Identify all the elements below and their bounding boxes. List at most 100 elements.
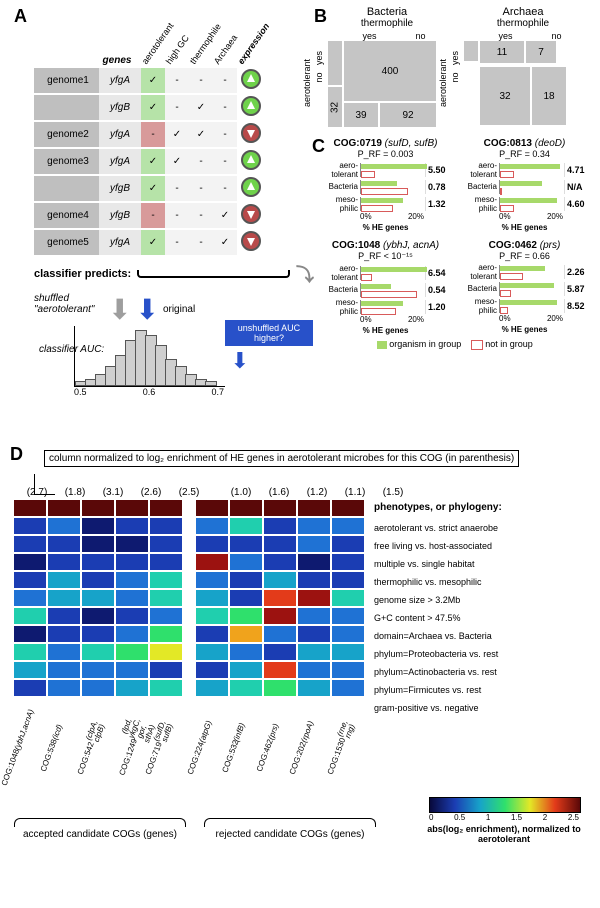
a-arrow-blue-icon: ⬇ xyxy=(135,293,158,326)
pb-title: Bacteria xyxy=(328,6,446,18)
c-axis-label: % HE genes xyxy=(320,223,451,232)
c-bar-value: 8.52 xyxy=(567,301,589,311)
heat-cell xyxy=(116,500,148,516)
a-thermo-cell: - xyxy=(189,148,213,175)
panel-d: column normalized to log₂ enrichment of … xyxy=(14,448,584,840)
pb-cell: 32 xyxy=(480,67,530,125)
c-bar-row: Bacteria N/A xyxy=(459,178,590,195)
c-bar-label: Bacteria xyxy=(320,182,358,191)
a-arch-cell: - xyxy=(213,121,237,148)
pb-block: Archaea thermophile yesno aerotolerant n… xyxy=(464,6,582,129)
d-rejected-label: rejected candidate COGs (genes) xyxy=(204,829,376,840)
expr-dn-icon xyxy=(241,123,261,143)
heat-cell xyxy=(116,608,148,624)
c-bar-out xyxy=(500,205,514,212)
a-genome-cell xyxy=(34,175,99,202)
heat-cell xyxy=(298,590,330,606)
pb-cell: 92 xyxy=(380,103,436,127)
heat-cell xyxy=(264,644,296,660)
heat-cell xyxy=(230,572,262,588)
d-heat-accepted xyxy=(14,500,182,716)
heat-cell xyxy=(14,662,46,678)
d-note-leader xyxy=(34,474,55,495)
c-xaxis: 0%20% xyxy=(360,315,424,324)
a-expr-cell xyxy=(237,121,265,148)
heat-col xyxy=(230,500,262,716)
heat-cell xyxy=(332,518,364,534)
a-classifier-line: classifier predicts: ⤵ xyxy=(34,261,314,287)
a-shuffled-text: shuffled "aerotolerant" xyxy=(34,293,104,326)
a-gc-cell: ✓ xyxy=(165,148,189,175)
a-auc-label: classifier AUC: xyxy=(39,344,104,355)
c-bar-area xyxy=(499,282,565,296)
d-enrich-val: (3.1) xyxy=(96,487,130,498)
c-bar-row: Bacteria 5.87 xyxy=(459,280,590,297)
pb-cell xyxy=(464,41,478,61)
a-thermo-cell: - xyxy=(189,202,213,229)
cog-box: COG:0813 (deoD) P_RF = 0.34 aero- tolera… xyxy=(459,138,590,232)
heat-cell xyxy=(116,662,148,678)
c-cog-p: P_RF < 10⁻¹⁵ xyxy=(320,251,451,262)
a-question-box: unshuffled AUC higher? xyxy=(225,320,313,346)
a-arrow-gray-icon: ⬇ xyxy=(108,293,131,326)
c-bar-area xyxy=(360,283,426,297)
c-bar-out xyxy=(361,291,417,298)
heat-col xyxy=(264,500,296,716)
heat-cell xyxy=(264,662,296,678)
heat-cell xyxy=(298,518,330,534)
pb-cell: 39 xyxy=(344,103,378,127)
heat-cell xyxy=(196,554,228,570)
heat-cell xyxy=(196,590,228,606)
heat-cell xyxy=(264,626,296,642)
heat-cell xyxy=(82,536,114,552)
heat-cell xyxy=(264,536,296,552)
c-bar-value: 0.54 xyxy=(428,285,450,295)
pb-cell: 32 xyxy=(328,87,342,127)
c-cog-title: COG:0719 (sufD, sufB) xyxy=(320,138,451,149)
c-bar-in xyxy=(500,198,557,203)
d-heat-wrap: phenotypes, or phylogeny: aerotolerant v… xyxy=(14,500,584,716)
a-genome-cell: genome1 xyxy=(34,67,99,94)
heat-cell xyxy=(48,608,80,624)
a-classifier-text: classifier predicts: xyxy=(34,268,131,280)
heat-cell xyxy=(48,662,80,678)
c-bar-in xyxy=(361,198,403,203)
c-bar-label: meso- philic xyxy=(320,298,358,316)
heat-cell xyxy=(230,590,262,606)
c-bar-label: aero- tolerant xyxy=(459,263,497,281)
heat-cell xyxy=(298,554,330,570)
c-cog-title: COG:0813 (deoD) xyxy=(459,138,590,149)
c-legend-out: not in group xyxy=(485,339,533,349)
pb-sub: thermophile xyxy=(464,18,582,29)
a-expr-cell xyxy=(237,175,265,202)
a-col-aero: aerotolerant xyxy=(140,41,162,66)
expr-up-icon xyxy=(241,150,261,170)
expr-up-icon xyxy=(241,69,261,89)
a-arch-cell: - xyxy=(213,94,237,121)
d-enrich-row: (2.7)(1.8)(3.1)(2.6)(2.5)(1.0)(1.6)(1.2)… xyxy=(20,487,584,498)
pb-cell: 400 xyxy=(344,41,436,101)
a-table: genome1 yfgA ✓ - - - yfgB ✓ - ✓ - genome… xyxy=(34,66,265,257)
a-aero-cell: ✓ xyxy=(141,175,165,202)
heat-cell xyxy=(332,680,364,696)
a-gc-cell: - xyxy=(165,94,189,121)
heat-cell xyxy=(150,626,182,642)
heat-cell xyxy=(116,554,148,570)
heat-cell xyxy=(116,590,148,606)
a-aero-cell: ✓ xyxy=(141,67,165,94)
c-bar-in xyxy=(361,284,391,289)
panel-c: COG:0719 (sufD, sufB) P_RF = 0.003 aero-… xyxy=(320,138,590,350)
heat-cell xyxy=(332,644,364,660)
c-legend-in: organism in group xyxy=(389,339,461,349)
heat-cell xyxy=(116,626,148,642)
c-cog-p: P_RF = 0.34 xyxy=(459,149,590,159)
c-bar-label: aero- tolerant xyxy=(320,161,358,179)
heat-cell xyxy=(230,644,262,660)
a-gene-cell: yfgB xyxy=(99,175,141,202)
heat-cell xyxy=(48,626,80,642)
a-thermo-cell: ✓ xyxy=(189,121,213,148)
c-xaxis: 0%20% xyxy=(499,314,563,323)
d-enrich-val: (1.8) xyxy=(58,487,92,498)
d-note: column normalized to log₂ enrichment of … xyxy=(44,450,519,467)
heat-cell xyxy=(14,554,46,570)
